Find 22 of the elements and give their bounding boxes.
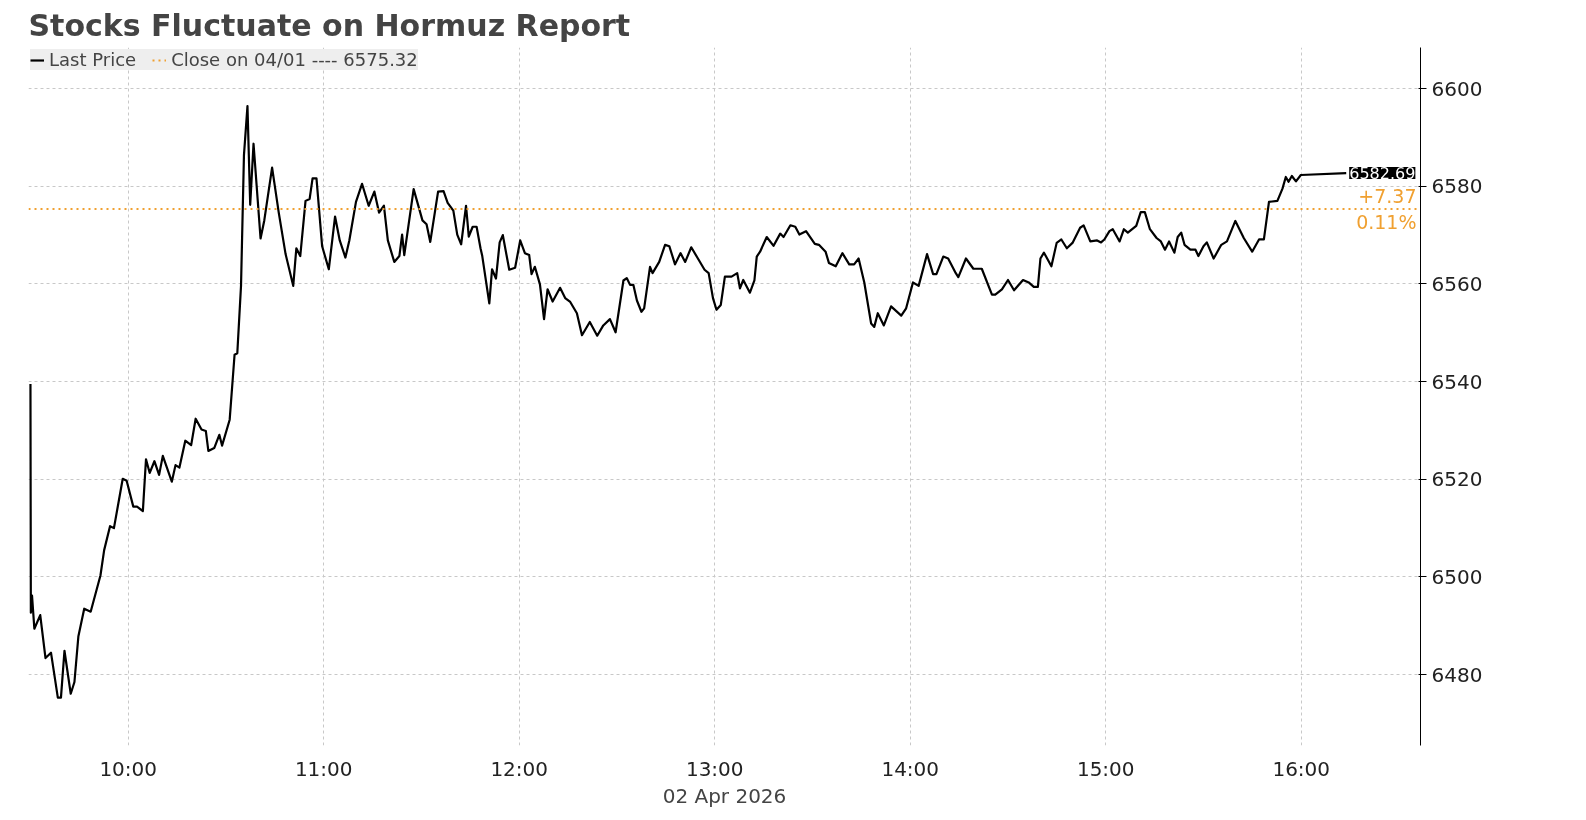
chart-title: Stocks Fluctuate on Hormuz Report bbox=[28, 7, 631, 43]
x-tick-label: 14:00 bbox=[881, 756, 940, 781]
x-tick-label: 11:00 bbox=[294, 756, 353, 781]
legend-label: Last Price bbox=[49, 49, 137, 70]
x-axis-title: 02 Apr 2026 bbox=[662, 783, 787, 808]
y-tick-label: 6580 bbox=[1431, 174, 1483, 199]
y-tick-label: 6600 bbox=[1431, 76, 1483, 101]
annotation: 0.11% bbox=[1356, 211, 1417, 234]
y-tick-label: 6540 bbox=[1431, 369, 1483, 394]
x-tick-label: 13:00 bbox=[685, 756, 744, 781]
x-tick-label: 15:00 bbox=[1076, 756, 1135, 781]
legend-label: Close on 04/01 ---- 6575.32 bbox=[171, 49, 418, 70]
y-tick-label: 6500 bbox=[1431, 564, 1483, 589]
y-tick-label: 6520 bbox=[1431, 467, 1483, 492]
y-tick-label: 6560 bbox=[1431, 271, 1483, 296]
x-tick-label: 12:00 bbox=[490, 756, 549, 781]
x-tick-label: 16:00 bbox=[1272, 756, 1331, 781]
line-series bbox=[29, 105, 1348, 699]
x-tick-label: 10:00 bbox=[99, 756, 158, 781]
y-tick-label: 6480 bbox=[1431, 662, 1483, 687]
annotation: +7.37 bbox=[1358, 185, 1417, 208]
annotation: 6582.69 bbox=[1349, 164, 1416, 184]
